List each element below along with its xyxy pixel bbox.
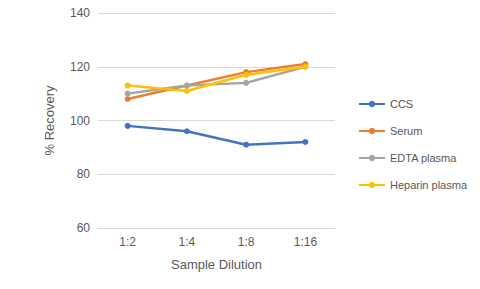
svg-text:Serum: Serum xyxy=(390,125,422,137)
svg-text:1:8: 1:8 xyxy=(238,235,255,249)
svg-text:% Recovery: % Recovery xyxy=(42,85,57,156)
svg-text:Heparin plasma: Heparin plasma xyxy=(390,179,468,191)
svg-text:100: 100 xyxy=(70,114,90,128)
svg-text:1:2: 1:2 xyxy=(119,235,136,249)
svg-text:EDTA plasma: EDTA plasma xyxy=(390,152,457,164)
svg-text:80: 80 xyxy=(77,167,91,181)
svg-text:120: 120 xyxy=(70,60,90,74)
svg-text:CCS: CCS xyxy=(390,98,413,110)
svg-text:1:16: 1:16 xyxy=(294,235,318,249)
svg-text:60: 60 xyxy=(77,221,91,235)
svg-text:1:4: 1:4 xyxy=(179,235,196,249)
svg-text:140: 140 xyxy=(70,6,90,20)
svg-text:Sample Dilution: Sample Dilution xyxy=(171,257,262,272)
